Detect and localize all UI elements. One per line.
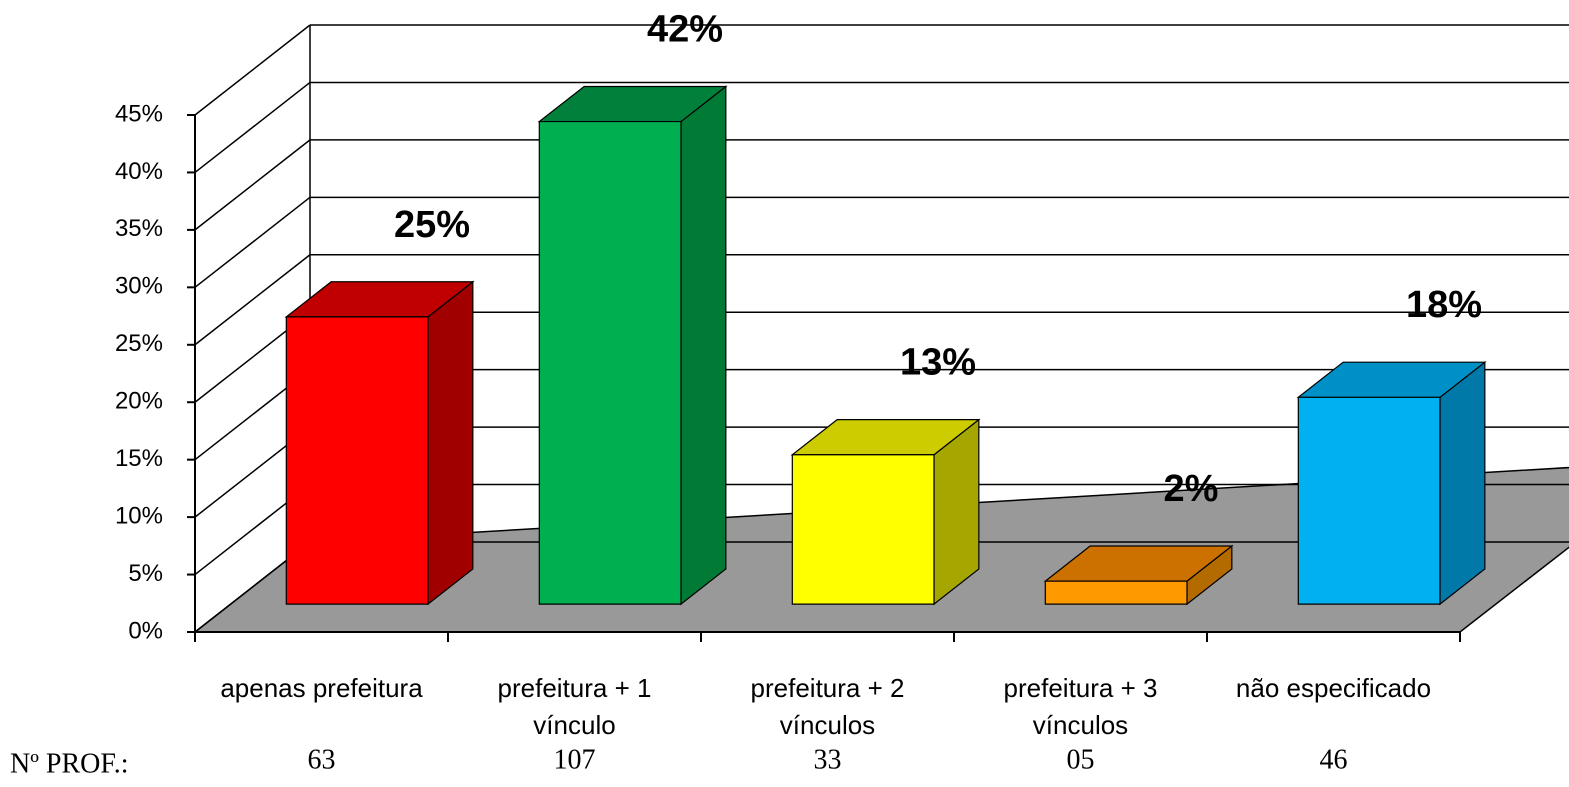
grid-line <box>194 81 311 174</box>
y-tick-label: 30% <box>115 273 163 300</box>
x-tick-label: não especificado <box>1236 673 1431 703</box>
value-label: 18% <box>1406 284 1482 326</box>
bar <box>1296 360 1487 606</box>
footer-label: Nº PROF.: <box>10 748 128 779</box>
y-tick-label: 35% <box>115 215 163 242</box>
footer-count: 33 <box>814 744 842 775</box>
bar <box>284 280 475 606</box>
x-tick-label: vínculos <box>780 710 875 740</box>
grid-line <box>194 254 311 346</box>
value-label: 42% <box>647 8 723 50</box>
bar-front <box>285 316 429 605</box>
bar-side <box>1439 360 1486 606</box>
bar-front <box>1297 396 1441 605</box>
bar-side <box>427 280 474 606</box>
y-tick-label: 25% <box>115 330 163 357</box>
bar <box>1043 544 1234 606</box>
grid-line <box>194 196 311 288</box>
x-tick-label: prefeitura + 2 <box>751 673 905 703</box>
grid-line <box>194 24 311 116</box>
y-tick-label: 10% <box>115 502 163 529</box>
x-tick-label: vínculo <box>533 710 615 740</box>
footer-count: 05 <box>1067 744 1095 775</box>
bar-side <box>680 85 727 606</box>
x-tick-label: prefeitura + 1 <box>498 673 652 703</box>
y-tick-label: 15% <box>115 445 163 472</box>
y-tick-label: 40% <box>115 158 163 185</box>
footer-count: 63 <box>308 744 336 775</box>
bar-front <box>538 120 682 605</box>
bar <box>790 418 981 606</box>
x-tick-label: vínculos <box>1033 710 1128 740</box>
grid-line <box>194 139 311 231</box>
footer-count: 46 <box>1320 744 1348 775</box>
y-tick-label: 20% <box>115 388 163 415</box>
value-label: 2% <box>1164 468 1219 510</box>
y-tick-label: 45% <box>115 100 163 127</box>
footer-count: 107 <box>554 744 596 775</box>
x-tick-label: apenas prefeitura <box>220 673 423 703</box>
y-tick-label: 5% <box>128 560 163 587</box>
bar-front <box>1044 580 1188 605</box>
y-tick-label: 0% <box>128 617 163 644</box>
bar-front <box>791 454 935 605</box>
x-tick-label: prefeitura + 3 <box>1004 673 1158 703</box>
value-label: 13% <box>900 342 976 384</box>
value-label: 25% <box>394 204 470 246</box>
bar <box>537 85 728 606</box>
